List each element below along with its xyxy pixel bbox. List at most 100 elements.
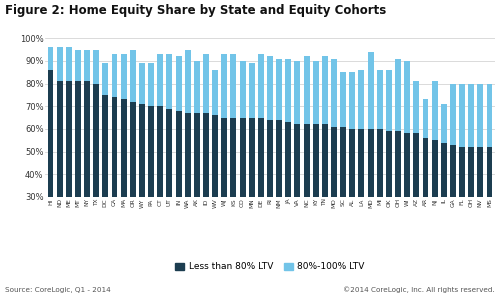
- Bar: [166, 54, 172, 197]
- Bar: [166, 108, 172, 197]
- Bar: [93, 83, 99, 197]
- Bar: [331, 127, 337, 197]
- Bar: [478, 147, 484, 197]
- Bar: [102, 63, 108, 197]
- Bar: [386, 70, 392, 197]
- Bar: [84, 81, 90, 197]
- Bar: [350, 129, 356, 197]
- Bar: [404, 61, 410, 197]
- Bar: [75, 50, 81, 197]
- Bar: [56, 81, 62, 197]
- Bar: [340, 127, 346, 197]
- Bar: [441, 104, 447, 197]
- Bar: [294, 124, 300, 197]
- Bar: [486, 147, 492, 197]
- Bar: [322, 124, 328, 197]
- Bar: [350, 72, 356, 197]
- Bar: [222, 118, 227, 197]
- Bar: [139, 104, 145, 197]
- Text: ©2014 CoreLogic, Inc. All rights reserved.: ©2014 CoreLogic, Inc. All rights reserve…: [343, 286, 495, 293]
- Bar: [486, 83, 492, 197]
- Bar: [414, 133, 420, 197]
- Bar: [194, 113, 200, 197]
- Bar: [148, 63, 154, 197]
- Bar: [176, 111, 182, 197]
- Bar: [432, 81, 438, 197]
- Bar: [222, 54, 227, 197]
- Bar: [120, 99, 126, 197]
- Bar: [184, 113, 190, 197]
- Text: Source: CoreLogic, Q1 - 2014: Source: CoreLogic, Q1 - 2014: [5, 287, 111, 293]
- Bar: [377, 129, 382, 197]
- Bar: [267, 56, 273, 197]
- Bar: [304, 56, 310, 197]
- Bar: [450, 145, 456, 197]
- Bar: [148, 106, 154, 197]
- Bar: [441, 143, 447, 197]
- Bar: [468, 83, 474, 197]
- Bar: [358, 70, 364, 197]
- Bar: [395, 59, 401, 197]
- Bar: [194, 61, 200, 197]
- Bar: [286, 59, 292, 197]
- Bar: [158, 54, 163, 197]
- Bar: [75, 81, 81, 197]
- Bar: [120, 54, 126, 197]
- Bar: [230, 118, 236, 197]
- Bar: [66, 47, 72, 197]
- Bar: [102, 95, 108, 197]
- Bar: [286, 122, 292, 197]
- Bar: [112, 54, 117, 197]
- Bar: [203, 54, 209, 197]
- Bar: [48, 47, 54, 197]
- Bar: [258, 54, 264, 197]
- Bar: [459, 147, 465, 197]
- Bar: [386, 131, 392, 197]
- Bar: [358, 129, 364, 197]
- Bar: [313, 61, 318, 197]
- Text: Figure 2: Home Equity Share by State and Equity Cohorts: Figure 2: Home Equity Share by State and…: [5, 4, 386, 17]
- Bar: [395, 131, 401, 197]
- Bar: [459, 83, 465, 197]
- Bar: [158, 106, 163, 197]
- Bar: [322, 56, 328, 197]
- Bar: [450, 83, 456, 197]
- Bar: [248, 118, 254, 197]
- Bar: [212, 70, 218, 197]
- Bar: [48, 70, 54, 197]
- Bar: [377, 70, 382, 197]
- Bar: [414, 81, 420, 197]
- Bar: [432, 140, 438, 197]
- Bar: [248, 63, 254, 197]
- Legend: Less than 80% LTV, 80%-100% LTV: Less than 80% LTV, 80%-100% LTV: [172, 259, 368, 275]
- Bar: [468, 147, 474, 197]
- Bar: [422, 99, 428, 197]
- Bar: [112, 97, 117, 197]
- Bar: [331, 59, 337, 197]
- Bar: [93, 50, 99, 197]
- Bar: [184, 50, 190, 197]
- Bar: [203, 113, 209, 197]
- Bar: [66, 81, 72, 197]
- Bar: [84, 50, 90, 197]
- Bar: [276, 120, 282, 197]
- Bar: [212, 115, 218, 197]
- Bar: [240, 61, 246, 197]
- Bar: [422, 138, 428, 197]
- Bar: [313, 124, 318, 197]
- Bar: [139, 63, 145, 197]
- Bar: [404, 133, 410, 197]
- Bar: [56, 47, 62, 197]
- Bar: [230, 54, 236, 197]
- Bar: [304, 124, 310, 197]
- Bar: [267, 120, 273, 197]
- Bar: [294, 61, 300, 197]
- Bar: [130, 50, 136, 197]
- Bar: [258, 118, 264, 197]
- Bar: [276, 59, 282, 197]
- Bar: [130, 102, 136, 197]
- Bar: [478, 83, 484, 197]
- Bar: [240, 118, 246, 197]
- Bar: [368, 129, 374, 197]
- Bar: [176, 56, 182, 197]
